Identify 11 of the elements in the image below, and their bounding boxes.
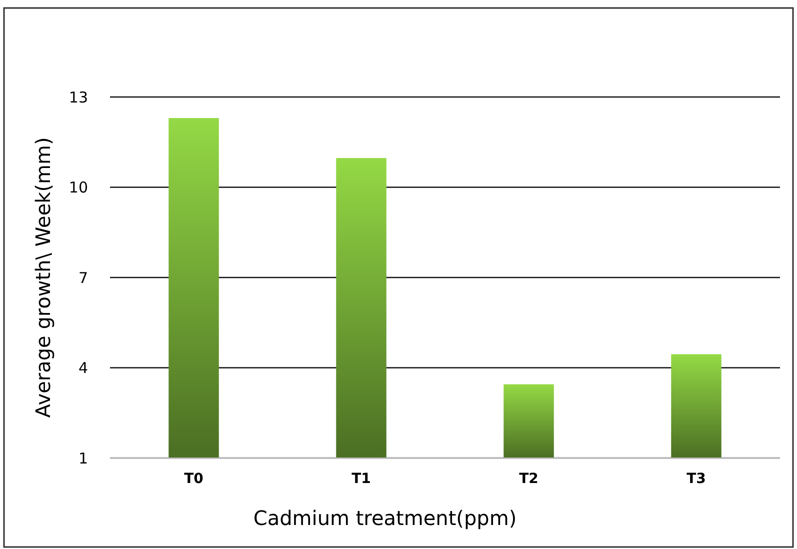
x-tick-label: T3 <box>686 471 706 487</box>
x-tick-label: T1 <box>352 471 371 487</box>
y-tick-label: 7 <box>78 268 88 287</box>
y-tick-label: 1 <box>78 449 88 468</box>
y-tick-label: 13 <box>68 88 88 106</box>
x-tick-label: T2 <box>519 471 538 487</box>
y-tick-label: 10 <box>68 178 88 196</box>
x-tick-label: T0 <box>184 471 204 487</box>
y-axis-title: Average growth\ Week(mm) <box>31 137 55 418</box>
y-tick-label: 4 <box>78 359 88 377</box>
x-axis-title: Cadmium treatment(ppm) <box>253 506 517 530</box>
